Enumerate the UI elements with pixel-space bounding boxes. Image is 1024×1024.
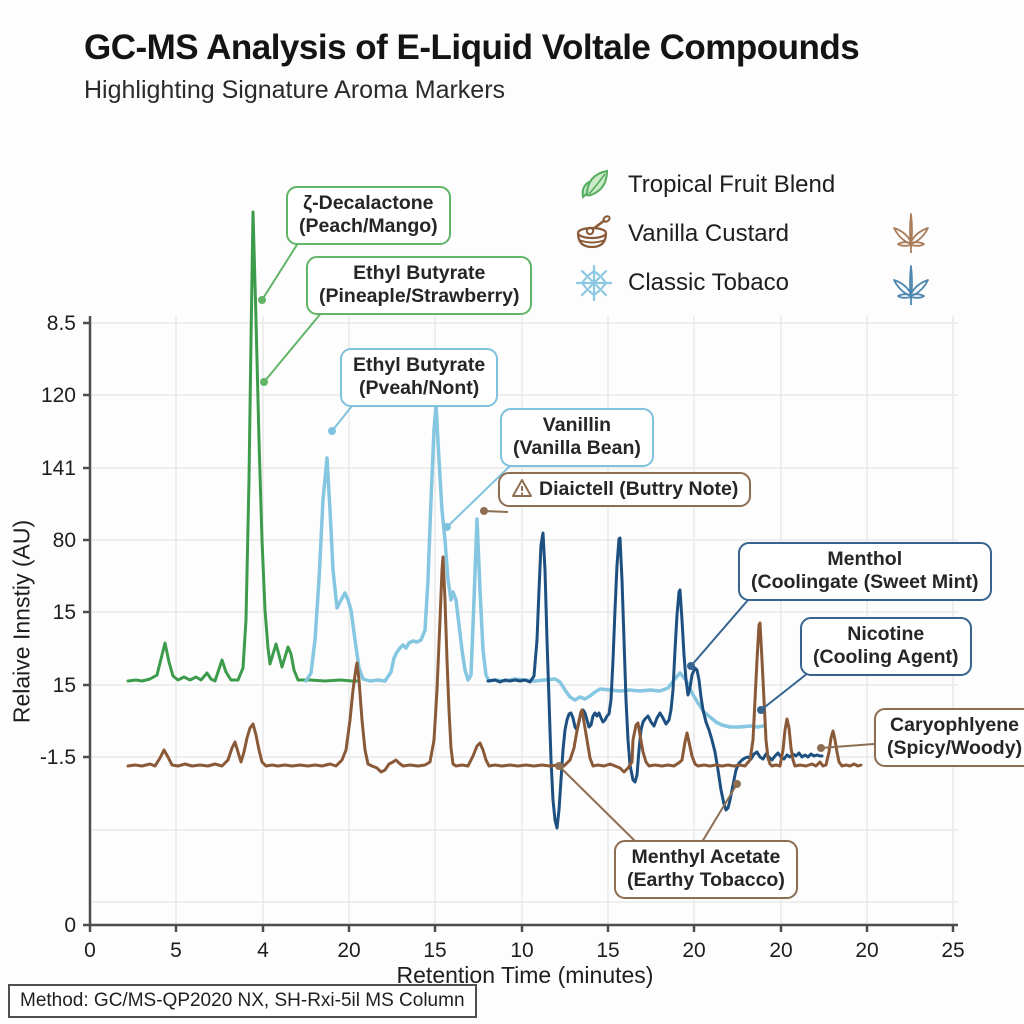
legend-label: Tropical Fruit Blend <box>628 170 836 198</box>
legend: Tropical Fruit Blend Vanilla Custard <box>572 160 992 307</box>
peak-marker-ethyl-butyrate-blue <box>328 427 336 435</box>
legend-item-tropical: Tropical Fruit Blend <box>572 160 992 209</box>
x-axis-label: Retention Time (minutes) <box>396 962 654 988</box>
method-note: Method: GC/MS-QP2020 NX, SH-Rxi-5il MS C… <box>8 984 477 1018</box>
legend-label: Vanilla Custard <box>628 219 789 247</box>
y-tick-label: 0 <box>64 914 76 937</box>
y-tick-label: 120 <box>41 384 76 407</box>
legend-item-tobacco: Classic Tobaco <box>572 258 992 307</box>
leader-line-diacetyl <box>483 510 509 513</box>
annotation-ethyl-butyrate-blue: Ethyl Butyrate (Pveah/Nont) <box>340 348 499 407</box>
trace-classic-tobaco-dark <box>486 531 824 830</box>
y-tick-label: 141 <box>41 457 76 480</box>
annotation-text: (Pineaple/Strawberry) <box>319 285 520 308</box>
leader-line-ethyl-butyrate-blue <box>331 405 353 432</box>
leaf-icon <box>572 164 616 206</box>
leader-line-menthol <box>690 599 749 667</box>
y-tick-label: 80 <box>53 529 76 552</box>
peak-marker-diacetyl <box>480 507 488 515</box>
leader-line-caryophyllene <box>820 743 875 749</box>
peak-marker-ethyl-butyrate-green <box>260 378 268 386</box>
leader-line-decalactone <box>261 239 301 301</box>
annotation-text: ζ-Decalactone <box>303 192 434 214</box>
annotation-text: (Peach/Mango) <box>299 215 438 238</box>
x-tick-label: 20 <box>682 939 705 962</box>
peak-marker-decalactone <box>258 296 266 304</box>
x-tick-label: 20 <box>337 939 360 962</box>
annotation-ethyl-butyrate-green: Ethyl Butyrate (Pineaple/Strawberry) <box>306 256 533 315</box>
peak-marker-menthyl-acetate <box>733 780 741 788</box>
peak-marker-menthol <box>687 662 695 670</box>
hemp-leaf-icon <box>890 210 932 254</box>
annotation-menthol: Menthol (Coolingate (Sweet Mint) <box>738 542 992 601</box>
annotation-text: (Pveah/Nont) <box>358 377 480 400</box>
annotation-diacetyl: Diaictell (Buttry Note) <box>498 472 752 508</box>
annotation-text: Vanillin <box>542 414 612 436</box>
annotation-text: Menthyl Acetate <box>631 846 781 868</box>
peak-marker-vanillin <box>443 523 451 531</box>
annotation-decalactone: ζ-Decalactone (Peach/Mango) <box>286 186 451 245</box>
annotation-text: Ethyl Butyrate <box>353 354 486 376</box>
annotation-text: Caryophlyene <box>890 714 1020 736</box>
annotation-text: (Coolingate (Sweet Mint) <box>751 571 979 594</box>
y-axis-label: Relaive Innstiy (AU) <box>8 519 35 724</box>
annotation-text: Nicotine <box>847 623 925 645</box>
peak-marker-menthyl-acetate <box>555 762 563 770</box>
annotation-menthyl-acetate: Menthyl Acetate (Earthy Tobacco) <box>614 840 798 899</box>
y-tick-label: -1.5 <box>40 746 76 769</box>
leader-line-ethyl-butyrate-green <box>263 311 323 383</box>
peak-marker-nicotine <box>757 706 765 714</box>
tick-labels: 8.5 120 141 80 15 15 -1.5 00 5 4 20 15 10 15 20 20 20 25 <box>40 312 965 962</box>
x-tick-label: 5 <box>170 939 182 962</box>
annotation-text: Menthol <box>827 548 903 570</box>
x-tick-label: 10 <box>510 939 533 962</box>
trace-vanilla-custard <box>126 555 863 774</box>
x-tick-label: 20 <box>769 939 792 962</box>
legend-label: Classic Tobaco <box>628 268 789 296</box>
annotation-nicotine: Nicotine (Cooling Agent) <box>800 617 972 676</box>
annotation-caryophyllene: Caryophlyene (Spicy/Woody) <box>874 708 1024 767</box>
axes <box>83 316 958 932</box>
snowflake-icon <box>572 262 616 304</box>
trace-tropical-fruit-blend <box>126 210 360 683</box>
x-tick-label: 15 <box>423 939 446 962</box>
page-title: GC-MS Analysis of E-Liquid Voltale Compo… <box>84 28 860 67</box>
warning-icon <box>512 479 532 497</box>
page-subtitle: Highlighting Signature Aroma Markers <box>84 76 506 104</box>
hemp-leaf-icon <box>890 262 932 306</box>
custard-icon <box>572 213 616 255</box>
x-tick-label: 25 <box>941 939 964 962</box>
y-tick-label: 15 <box>53 674 76 697</box>
annotation-text: (Cooling Agent) <box>813 646 959 669</box>
annotation-text: (Earthy Tobacco) <box>627 869 785 892</box>
leader-line-nicotine <box>760 672 809 711</box>
x-tick-label: 20 <box>855 939 878 962</box>
x-tick-label: 4 <box>257 939 269 962</box>
y-tick-label: 15 <box>53 601 76 624</box>
trace-classic-tobaco <box>304 403 765 729</box>
annotation-text: Ethyl Butyrate <box>353 262 486 284</box>
annotation-vanillin: Vanillin (Vanilla Bean) <box>500 408 654 467</box>
annotation-text: (Vanilla Bean) <box>513 437 641 460</box>
x-tick-label: 0 <box>84 939 96 962</box>
leader-line-menthyl-acetate <box>701 783 738 843</box>
peak-marker-caryophyllene <box>817 744 825 752</box>
legend-item-vanilla: Vanilla Custard <box>572 209 992 258</box>
x-tick-label: 15 <box>596 939 619 962</box>
leader-line-menthyl-acetate <box>558 765 637 843</box>
annotation-text: (Spicy/Woody) <box>887 737 1023 760</box>
annotation-text: Diaictell (Buttry Note) <box>511 478 738 501</box>
y-tick-label: 8.5 <box>47 312 76 335</box>
